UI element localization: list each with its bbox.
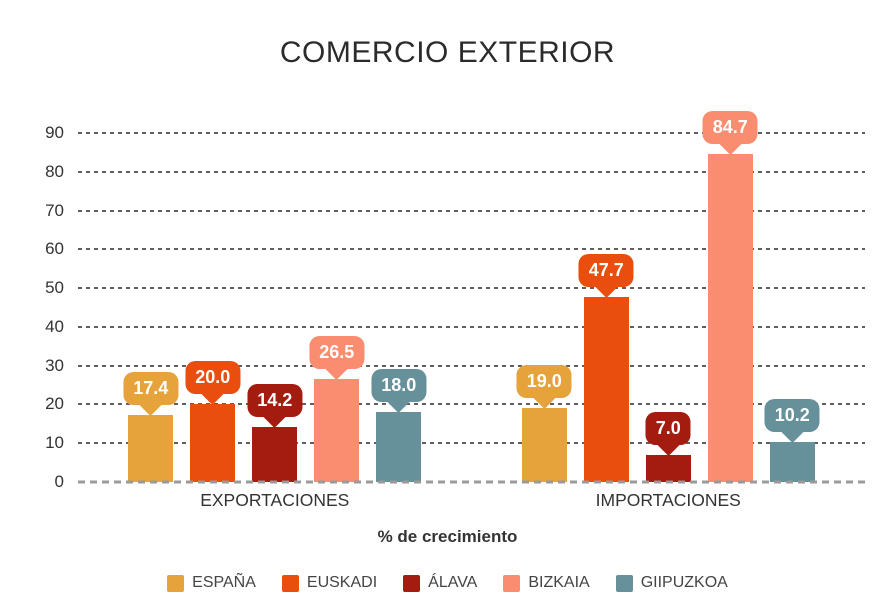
y-tick-0: 0 xyxy=(54,472,64,491)
legend-swatch-bizkaia xyxy=(503,574,521,592)
bar-euskadi-importaciones: 47.7 xyxy=(578,254,634,482)
y-tick-30: 30 xyxy=(45,355,64,375)
bar-slot: 14.2 xyxy=(247,133,303,482)
y-tick-50: 50 xyxy=(45,278,64,298)
legend-label: BIZKAIA xyxy=(528,574,590,591)
bar-slot: 17.4 xyxy=(123,133,179,482)
bar-euskadi-exportaciones: 20.0 xyxy=(185,361,241,482)
legend-label: ESPAÑA xyxy=(192,574,256,591)
bar-slot: 19.0 xyxy=(516,133,572,482)
value-bubble: 7.0 xyxy=(645,411,691,445)
gridline-90 xyxy=(78,132,865,134)
legend-swatch-euskadi xyxy=(281,574,299,592)
legend-swatch-álava xyxy=(403,574,421,592)
plot-area: 0 10 20 30 40 50 60 70 80 90 17.4 20.0 14.2 26.5 18.0 1… xyxy=(45,110,866,491)
bar-group-importaciones: 19.0 47.7 7.0 84.7 10.2 xyxy=(472,110,866,482)
gridline-10 xyxy=(78,442,865,445)
bar-españa-exportaciones: 17.4 xyxy=(123,371,179,482)
legend-swatch-españa xyxy=(167,574,185,592)
gridline-20 xyxy=(78,403,865,406)
bar-slot: 7.0 xyxy=(645,133,691,482)
gridline-70 xyxy=(78,209,865,212)
gridline-50 xyxy=(78,287,865,290)
y-tick-80: 80 xyxy=(45,161,64,181)
y-tick-20: 20 xyxy=(45,394,64,414)
y-tick-10: 10 xyxy=(45,433,64,453)
y-tick-90: 90 xyxy=(45,123,64,142)
value-bubble: 84.7 xyxy=(702,110,758,144)
value-bubble: 10.2 xyxy=(764,399,820,433)
bar-bizkaia-importaciones: 84.7 xyxy=(702,110,758,482)
value-bubble: 19.0 xyxy=(516,365,572,399)
category-label-importaciones: IMPORTACIONES xyxy=(595,490,741,510)
legend: ESPAÑA EUSKADI ÁLAVA BIZKAIA GIIPUZKOA xyxy=(0,574,895,592)
gridline-80 xyxy=(78,170,865,173)
legend-item-bizkaia: BIZKAIA xyxy=(503,574,590,592)
legend-item-euskadi: EUSKADI xyxy=(281,574,378,592)
chart-title: COMERCIO EXTERIOR xyxy=(279,36,616,69)
legend-label: ÁLAVA xyxy=(428,574,478,591)
value-bubble: 18.0 xyxy=(371,369,427,403)
y-tick-70: 70 xyxy=(45,200,64,220)
bar-slot: 26.5 xyxy=(309,133,365,482)
x-axis-baseline xyxy=(78,480,865,484)
bar-slot: 20.0 xyxy=(185,133,241,482)
x-axis-title: % de crecimiento xyxy=(377,527,518,546)
bar-bizkaia-exportaciones: 26.5 xyxy=(309,336,365,482)
bar-álava-exportaciones: 14.2 xyxy=(247,383,303,482)
bar-slot: 84.7 xyxy=(702,110,758,482)
bar-españa-importaciones: 19.0 xyxy=(516,365,572,482)
bar-giipuzkoa-exportaciones: 18.0 xyxy=(371,369,427,482)
gridline-30 xyxy=(78,364,865,367)
bar-group-exportaciones: 17.4 20.0 14.2 26.5 18.0 xyxy=(78,133,472,482)
value-bubble: 20.0 xyxy=(185,361,241,395)
y-tick-60: 60 xyxy=(45,239,64,259)
x-axis-category-labels: EXPORTACIONES IMPORTACIONES xyxy=(78,490,865,511)
legend-item-españa: ESPAÑA xyxy=(167,574,256,592)
bar-giipuzkoa-importaciones: 10.2 xyxy=(764,399,820,482)
legend-label: EUSKADI xyxy=(306,574,378,591)
value-bubble: 26.5 xyxy=(309,336,365,370)
bar-slot: 18.0 xyxy=(371,133,427,482)
bar-álava-importaciones: 7.0 xyxy=(645,411,691,482)
legend-label: GIIPUZKOA xyxy=(640,574,728,591)
gridline-40 xyxy=(78,325,865,328)
bar-slot: 47.7 xyxy=(578,133,634,482)
category-label-exportaciones: EXPORTACIONES xyxy=(200,490,350,510)
legend-item-giipuzkoa: GIIPUZKOA xyxy=(615,574,728,592)
bar-groups: 17.4 20.0 14.2 26.5 18.0 19.0 47.7 7.0 84.7 10.2 xyxy=(78,110,866,482)
value-bubble: 17.4 xyxy=(123,371,179,405)
gridline-60 xyxy=(78,248,865,251)
legend-item-álava: ÁLAVA xyxy=(403,574,477,592)
value-bubble: 47.7 xyxy=(578,254,634,288)
legend-swatch-giipuzkoa xyxy=(615,574,633,592)
y-tick-40: 40 xyxy=(45,316,64,336)
value-bubble: 14.2 xyxy=(247,383,303,417)
bar-slot: 10.2 xyxy=(764,133,820,482)
